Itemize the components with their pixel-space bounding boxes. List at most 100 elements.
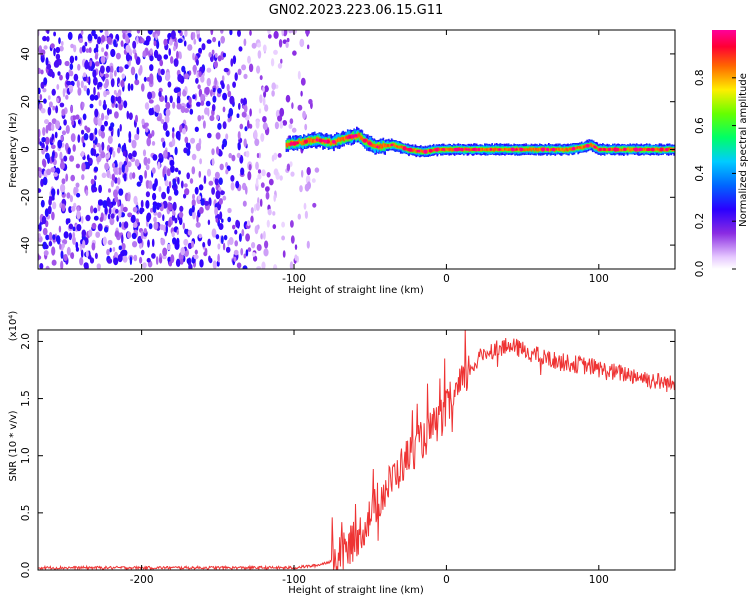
heatmap-track-peak — [376, 145, 379, 149]
heatmap-noise-cell — [132, 222, 138, 228]
heatmap-track-cell — [580, 146, 583, 150]
heatmap-noise-cell — [153, 221, 159, 230]
heatmap-track-cell — [506, 148, 509, 151]
heatmap-track-cell — [378, 144, 381, 149]
heatmap-track-cell — [626, 147, 629, 151]
heatmap-noise-cell — [219, 163, 224, 171]
heatmap-noise-cell — [131, 139, 137, 149]
heatmap-noise-cell — [236, 152, 241, 158]
heatmap-track-cell — [286, 143, 289, 148]
heatmap-noise-cell — [79, 257, 84, 266]
heatmap-track-cell — [565, 147, 568, 151]
heatmap-noise-cell — [183, 108, 190, 113]
heatmap-noise-cell — [97, 117, 103, 127]
heatmap-noise-cell — [258, 108, 262, 114]
heatmap-noise-cell — [233, 249, 239, 256]
heatmap-track-cell — [486, 149, 489, 152]
snr-x-tick-label: 0 — [443, 574, 450, 586]
heatmap-track-peak — [408, 147, 413, 152]
heatmap-noise-cell — [56, 188, 60, 196]
heatmap-track-cell — [627, 147, 630, 151]
heatmap-track-cell — [528, 147, 531, 151]
heatmap-noise-cell — [165, 71, 171, 81]
heatmap-noise-cell — [134, 73, 138, 81]
heatmap-track-cell — [622, 146, 624, 152]
heatmap-noise-cell — [264, 240, 269, 249]
heatmap-track-cell — [377, 145, 380, 150]
heatmap-noise-cell — [127, 83, 131, 92]
heatmap-track-cell — [537, 147, 539, 153]
colorbar-tick-label: 0.6 — [694, 117, 706, 134]
heatmap-noise-cell — [227, 216, 232, 223]
heatmap-noise-cell — [82, 142, 86, 148]
heatmap-noise-cell — [100, 131, 105, 139]
heatmap-noise-cell — [186, 258, 190, 264]
heatmap-noise-cell — [156, 116, 162, 122]
heatmap-track-cell — [330, 142, 333, 146]
heatmap-noise-cell — [234, 240, 238, 247]
colorbar-gradient — [712, 30, 736, 269]
heatmap-noise-cell — [181, 128, 187, 135]
heatmap-noise-cell — [225, 169, 229, 175]
heatmap-noise-cell — [71, 120, 75, 126]
heatmap-noise-cell — [108, 188, 111, 193]
heatmap-noise-cell — [139, 243, 143, 249]
heatmap-noise-cell — [211, 104, 216, 112]
heatmap-noise-cell — [256, 244, 262, 251]
heatmap-track-peak — [465, 148, 468, 151]
heatmap-noise-cell — [197, 84, 201, 90]
heatmap-noise-cell — [109, 72, 114, 80]
heatmap-noise-cell — [160, 137, 165, 143]
heatmap-noise-cell — [101, 112, 105, 121]
heatmap-noise-cell — [98, 145, 103, 154]
heatmap-noise-cell — [198, 71, 202, 78]
heatmap-track-peak — [402, 146, 407, 151]
heatmap-noise-cell — [117, 96, 122, 104]
heatmap-noise-cell — [76, 192, 81, 198]
heatmap-noise-cell — [93, 148, 97, 157]
heatmap-track-cell — [539, 147, 542, 150]
heatmap-noise-cell — [263, 248, 269, 257]
heatmap-track-cell — [309, 138, 312, 142]
heatmap-noise-cell — [42, 159, 47, 168]
heatmap-noise-cell — [40, 49, 46, 56]
heatmap-noise-cell — [88, 47, 92, 54]
heatmap-noise-cell — [168, 195, 172, 201]
heatmap-noise-cell — [89, 103, 94, 109]
heatmap-noise-cell — [193, 38, 197, 45]
heatmap-noise-cell — [85, 214, 91, 222]
heatmap-track-cell — [307, 138, 310, 142]
heatmap-track-cell — [396, 145, 398, 148]
heatmap-noise-cell — [231, 154, 236, 162]
heatmap-noise-cell — [257, 169, 262, 174]
heatmap-track-cell — [463, 147, 466, 153]
heatmap-noise-cell — [271, 90, 275, 97]
heatmap-noise-cell — [290, 235, 295, 244]
heatmap-track-cell — [484, 148, 487, 152]
heatmap-noise-cell — [59, 102, 65, 108]
heatmap-noise-cell — [70, 115, 73, 122]
colorbar-tick-label: 0.4 — [694, 165, 706, 182]
heatmap-noise-cell — [115, 103, 118, 108]
heatmap-noise-cell — [81, 136, 85, 144]
heatmap-noise-cell — [218, 40, 221, 48]
heatmap-track-cell — [505, 147, 507, 151]
heatmap-track-cell — [340, 137, 343, 141]
heatmap-track-cell — [399, 145, 402, 148]
heatmap-noise-cell — [132, 172, 136, 179]
heatmap-noise-cell — [128, 112, 133, 120]
heatmap-track-cell — [671, 148, 674, 152]
heatmap-noise-cell — [58, 58, 62, 66]
heatmap-track-cell — [392, 143, 395, 146]
heatmap-track-cell — [506, 148, 508, 151]
heatmap-noise-cell — [123, 221, 129, 229]
heatmap-noise-cell — [265, 186, 270, 193]
heatmap-noise-cell — [47, 95, 51, 100]
heatmap-noise-cell — [132, 40, 137, 49]
heatmap-noise-cell — [128, 48, 132, 56]
heatmap-noise-cell — [129, 172, 133, 180]
heatmap-noise-cell — [51, 188, 56, 197]
heatmap-noise-cell — [144, 102, 150, 110]
heatmap-noise-cell — [171, 131, 175, 139]
heatmap-noise-cell — [214, 77, 218, 86]
